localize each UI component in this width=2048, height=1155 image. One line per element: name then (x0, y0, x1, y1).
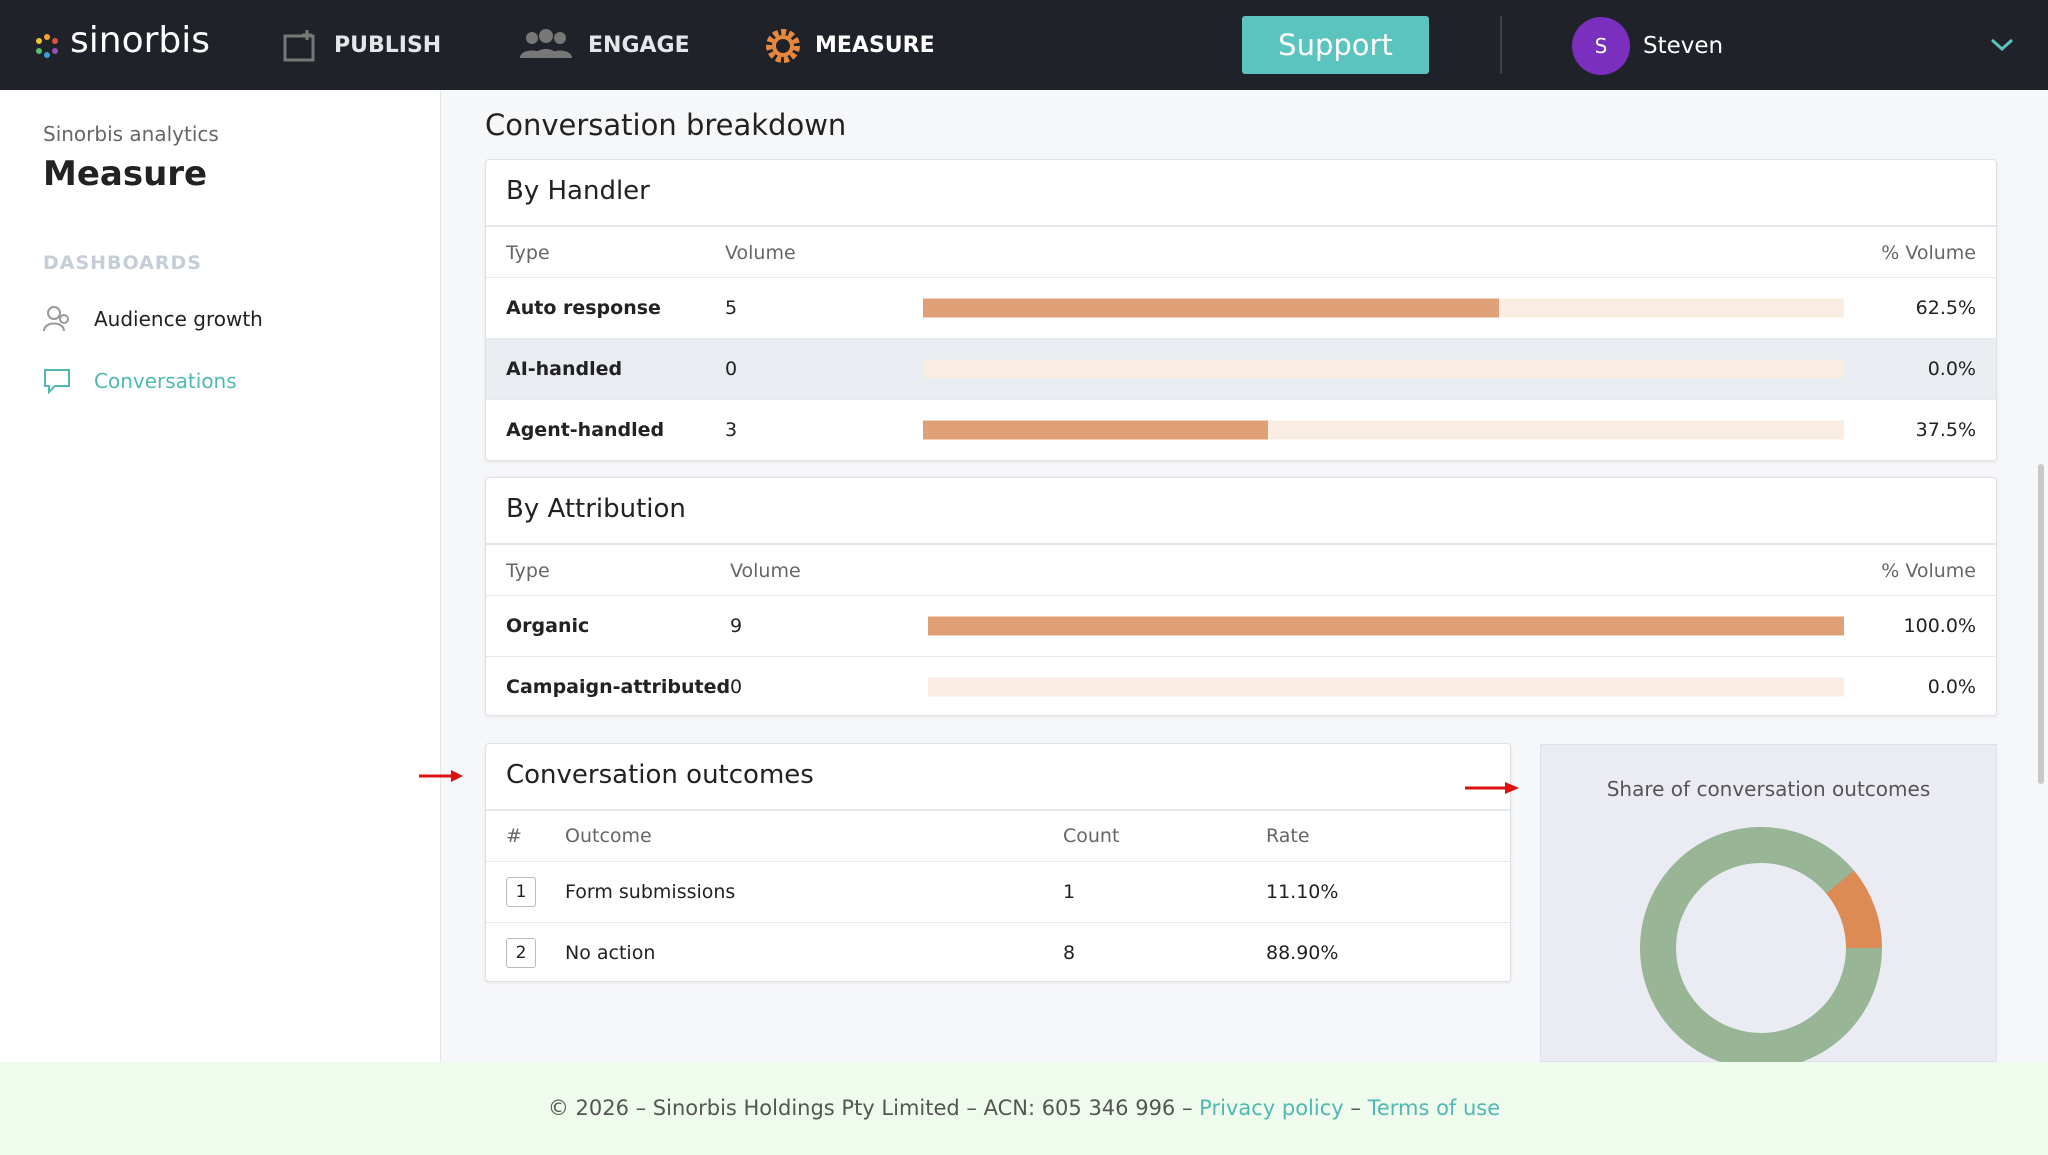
top-nav: sinorbis PUBLISH ENGAGE MEASURE Support … (0, 0, 2048, 90)
percent-cell: 0.0% (1927, 358, 1976, 380)
percent-cell: 100.0% (1903, 615, 1976, 637)
column-header: Volume (725, 242, 796, 264)
type-cell: Campaign-attributed (506, 676, 731, 698)
avatar[interactable]: S (1572, 17, 1630, 75)
red-arrow (419, 770, 463, 782)
footer-text: © 2026 – Sinorbis Holdings Pty Limited –… (547, 1096, 1193, 1120)
red-arrow (1465, 782, 1519, 794)
measure-icon (766, 29, 800, 63)
publish-icon (283, 30, 315, 62)
section-label: DASHBOARDS (43, 252, 202, 274)
percent-bar (928, 616, 1844, 636)
donut-title: Share of conversation outcomes (1606, 777, 1931, 801)
conversations-icon (44, 369, 70, 394)
divider (486, 225, 1996, 227)
brand[interactable]: sinorbis (70, 20, 211, 61)
donut-segment (1640, 827, 1882, 1063)
percent-bar (923, 298, 1499, 318)
column-header: Rate (1266, 825, 1310, 847)
bar-track (928, 616, 1844, 636)
percent-cell: 0.0% (1927, 676, 1976, 698)
card-title: By Attribution (506, 494, 686, 524)
column-header: # (506, 825, 522, 847)
nav-publish[interactable]: PUBLISH (334, 33, 442, 58)
nav-engage[interactable]: ENGAGE (588, 33, 690, 58)
type-cell: AI-handled (506, 358, 623, 380)
volume-cell: 5 (725, 297, 738, 319)
rate-cell: 88.90% (1266, 942, 1339, 964)
user-name[interactable]: Steven (1643, 33, 1724, 59)
attribution-card: By Attribution Type Volume % Volume Organic 9… (485, 477, 1997, 716)
count-cell: 8 (1063, 942, 1076, 964)
column-header: Volume (730, 560, 801, 582)
outcome-cell: Form submissions (565, 881, 736, 903)
type-cell: Organic (506, 615, 590, 637)
chevron[interactable] (1990, 37, 2014, 53)
bar-track (923, 420, 1844, 440)
nav-link-active[interactable]: Conversations (94, 369, 237, 393)
donut-chart (1640, 827, 1882, 1063)
audience-icon (43, 306, 69, 332)
volume-cell: 0 (730, 676, 743, 698)
privacy-link[interactable]: Privacy policy (1199, 1096, 1344, 1120)
row-divider (486, 338, 1996, 339)
count-cell: 1 (1063, 881, 1076, 903)
column-header: % Volume (1881, 242, 1976, 264)
donut-panel: Share of conversation outcomes (1540, 744, 1997, 1063)
type-cell: Agent-handled (506, 419, 665, 441)
nav-link[interactable]: Audience growth (94, 307, 263, 331)
logo-icon (36, 34, 58, 58)
sidebar-title: Measure (43, 154, 208, 194)
row-divider (486, 922, 1510, 923)
engage-icon (520, 29, 572, 58)
support-button[interactable]: Support (1242, 16, 1429, 74)
bar-track (928, 677, 1844, 697)
divider (486, 543, 1996, 545)
volume-cell: 3 (725, 419, 738, 441)
footer-sep: – (1350, 1096, 1361, 1120)
column-header: % Volume (1881, 560, 1976, 582)
outcome-cell: No action (565, 942, 656, 964)
column-header: Outcome (565, 825, 652, 847)
nav-measure[interactable]: MEASURE (815, 33, 935, 58)
column-header: Type (506, 560, 550, 582)
bar-track (923, 298, 1844, 318)
card-title: Conversation outcomes (506, 760, 814, 790)
row-divider (486, 399, 1996, 400)
row-divider (486, 277, 1996, 278)
rate-cell: 11.10% (1266, 881, 1339, 903)
percent-cell: 62.5% (1915, 297, 1976, 319)
sidebar-subtitle: Sinorbis analytics (43, 122, 219, 146)
column-header: Count (1063, 825, 1120, 847)
row-divider (486, 656, 1996, 657)
row-divider (486, 595, 1996, 596)
divider (1500, 16, 1502, 74)
page-heading: Conversation breakdown (485, 108, 847, 142)
card-title: By Handler (506, 176, 650, 206)
row-divider (486, 861, 1510, 862)
sidebar: Sinorbis analytics Measure DASHBOARDS Au… (0, 90, 441, 1062)
outcomes-card: Conversation outcomes # Outcome Count Rate 1 F… (485, 743, 1511, 982)
handler-card: By Handler Type Volume % Volume Auto respons… (485, 159, 1997, 461)
index-badge: 2 (506, 938, 536, 968)
percent-bar (923, 420, 1269, 440)
volume-cell: 0 (725, 358, 738, 380)
type-cell: Auto response (506, 297, 661, 319)
scrollbar (2038, 464, 2044, 784)
bar-track (923, 359, 1844, 379)
column-header: Type (506, 242, 550, 264)
footer: © 2026 – Sinorbis Holdings Pty Limited –… (0, 1062, 2048, 1155)
index-badge: 1 (506, 877, 536, 907)
volume-cell: 9 (730, 615, 743, 637)
terms-link[interactable]: Terms of use (1367, 1096, 1501, 1120)
divider (486, 809, 1510, 811)
percent-cell: 37.5% (1915, 419, 1976, 441)
